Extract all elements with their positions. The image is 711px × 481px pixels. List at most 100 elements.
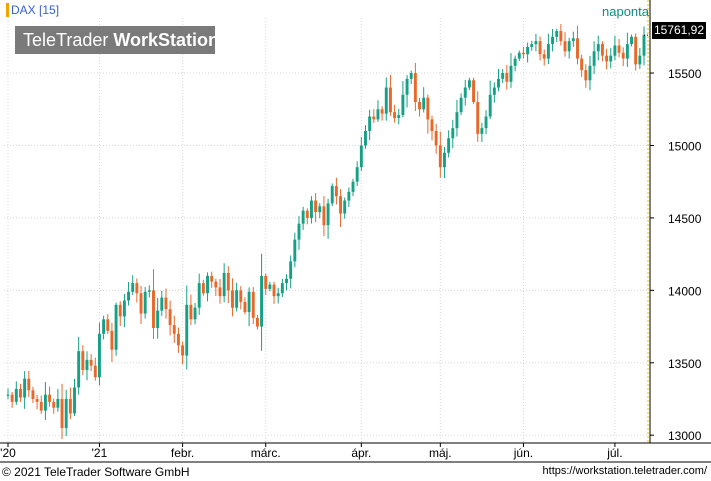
candle-body <box>422 97 426 110</box>
candle-body <box>326 203 330 226</box>
x-tick-label: máj. <box>429 446 452 460</box>
candle-body <box>23 378 27 398</box>
candle-body <box>605 55 609 62</box>
candle-body <box>609 55 613 62</box>
candle-body <box>77 351 81 388</box>
candle-body <box>156 310 160 329</box>
candle-body <box>218 287 222 297</box>
candle-body <box>122 300 126 317</box>
candle-body <box>409 73 413 79</box>
y-tick-label: 13500 <box>668 357 702 371</box>
y-tick-label: 14500 <box>668 212 702 226</box>
candle-body <box>405 78 409 95</box>
candle-body <box>114 304 118 350</box>
candle-body <box>551 36 555 45</box>
symbol-label[interactable]: DAX [15] <box>6 3 59 17</box>
candle-body <box>418 102 421 110</box>
candle-body <box>39 401 43 411</box>
teletrader-logo: TeleTrader WorkStation <box>15 26 219 54</box>
candle-body <box>351 181 355 192</box>
candle-body <box>231 290 234 308</box>
candle-body <box>513 58 517 66</box>
candle-body <box>64 398 68 428</box>
candle-body <box>309 200 313 218</box>
candle-body <box>334 186 338 197</box>
candle-body <box>530 44 534 47</box>
candle-body <box>197 283 201 308</box>
candle-body <box>355 167 359 182</box>
candle-body <box>93 365 97 378</box>
website-link[interactable]: https://workstation.teletrader.com/ <box>542 465 707 477</box>
candle-body <box>430 119 434 131</box>
candle-body <box>89 359 93 366</box>
candle-body <box>380 109 384 114</box>
candle-body <box>168 309 172 326</box>
x-tick-label: júl. <box>606 446 622 460</box>
axes: 13000 13500 14000 14500 15000 15500 '20 '21 febr… <box>0 0 711 463</box>
candle-body <box>388 87 392 113</box>
candle-body <box>576 38 579 59</box>
candle-body <box>642 35 646 56</box>
candle-body <box>546 44 550 59</box>
candle-body <box>143 291 147 314</box>
candle-body <box>509 65 513 82</box>
candle-body <box>521 52 525 55</box>
candle-body <box>56 398 60 408</box>
candles <box>6 24 646 440</box>
candle-body <box>97 333 101 378</box>
candle-body <box>181 345 185 356</box>
candle-body <box>559 31 563 42</box>
candle-body <box>285 278 288 284</box>
candle-body <box>492 87 496 95</box>
candle-body <box>81 351 85 371</box>
y-tick-label: 13000 <box>668 429 702 443</box>
candle-body <box>10 394 14 402</box>
candle-body <box>467 80 471 88</box>
interval-label[interactable]: naponta <box>602 4 649 19</box>
candle-body <box>630 36 633 45</box>
candle-body <box>301 210 305 224</box>
candle-body <box>617 45 621 53</box>
candle-body <box>343 200 347 214</box>
candle-body <box>276 293 280 297</box>
candle-body <box>347 191 351 201</box>
candle-body <box>110 330 114 350</box>
logo-regular: TeleTrader <box>23 30 114 50</box>
candle-body <box>172 325 176 334</box>
candle-body <box>580 58 584 71</box>
candle-body <box>393 112 397 118</box>
candle-body <box>118 304 122 317</box>
candle-body <box>255 317 259 327</box>
candle-body <box>634 36 638 65</box>
candle-body <box>497 78 500 88</box>
candle-body <box>214 281 218 288</box>
candle-body <box>588 65 592 81</box>
candle-body <box>505 73 509 82</box>
x-tick-label: '21 <box>92 446 108 460</box>
candle-body <box>484 116 488 129</box>
candle-body <box>451 128 455 139</box>
candle-body <box>488 94 492 117</box>
candle-body <box>297 223 301 240</box>
candle-body <box>31 390 35 399</box>
candle-body <box>247 291 251 313</box>
candle-body <box>376 109 380 120</box>
candle-body <box>139 293 143 314</box>
candle-body <box>476 102 480 134</box>
candle-body <box>280 283 284 294</box>
x-tick-label: márc. <box>251 446 281 460</box>
copyright-text: © 2021 TeleTrader Software GmbH <box>2 465 190 479</box>
x-tick-label: jún. <box>513 446 533 460</box>
candle-body <box>596 44 600 52</box>
candle-body <box>85 359 89 371</box>
candle-body <box>401 94 405 116</box>
candle-body <box>102 319 106 334</box>
candle-body <box>314 200 318 213</box>
candle-body <box>235 290 239 308</box>
candle-body <box>35 398 39 402</box>
candle-body <box>413 73 417 103</box>
candle-body <box>459 97 463 113</box>
x-tick-label: febr. <box>171 446 194 460</box>
candle-body <box>239 290 243 302</box>
